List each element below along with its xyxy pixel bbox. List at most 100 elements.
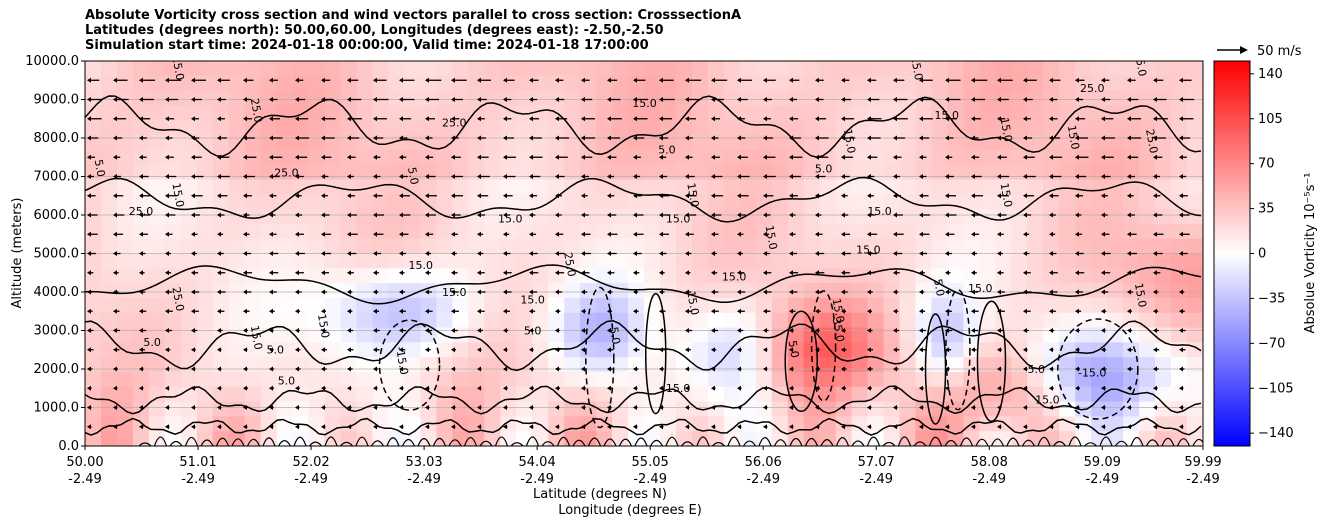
wind-vector-head xyxy=(243,366,247,372)
wind-vector-head xyxy=(399,385,403,391)
field-cell xyxy=(500,238,517,255)
wind-vector-head xyxy=(867,308,871,314)
field-cell xyxy=(1043,431,1060,446)
field-cell xyxy=(691,75,709,92)
field-cell xyxy=(100,90,118,107)
field-cell xyxy=(963,312,980,329)
field-cell xyxy=(404,283,421,299)
wind-vector-head xyxy=(607,231,611,237)
wind-vector-head xyxy=(633,405,637,410)
field-cell xyxy=(899,327,917,343)
field-cell xyxy=(596,312,613,329)
field-cell xyxy=(612,61,629,77)
surface-contour xyxy=(463,436,478,446)
negative-contour xyxy=(585,286,615,429)
field-cell xyxy=(1011,416,1028,432)
field-cell xyxy=(659,194,677,210)
wind-vector-head xyxy=(347,97,351,102)
field-cell xyxy=(148,253,166,269)
field-cell xyxy=(436,431,453,446)
field-cell xyxy=(644,253,661,269)
field-cell xyxy=(755,327,773,343)
field-cell xyxy=(452,179,469,195)
field-cell xyxy=(1043,327,1060,343)
field-cell xyxy=(532,312,549,329)
field-cell xyxy=(292,223,310,240)
x-tick-label-lon: -2.49 xyxy=(972,472,1006,487)
wind-vector-head xyxy=(321,328,325,333)
x-tick-label-lon: -2.49 xyxy=(859,472,893,487)
field-cell xyxy=(564,164,581,181)
field-cell xyxy=(452,416,469,432)
wind-vector-head xyxy=(893,212,897,218)
field-cell xyxy=(164,90,182,107)
wind-vector-head xyxy=(685,212,689,218)
field-cell xyxy=(196,120,214,136)
wind-vector-head xyxy=(529,154,533,160)
field-cell xyxy=(116,209,134,225)
surface-contour xyxy=(1068,436,1082,446)
field-cell xyxy=(196,386,214,403)
field-cell xyxy=(85,357,102,373)
field-cell xyxy=(1027,253,1044,269)
field-cell xyxy=(532,61,549,77)
field-cell xyxy=(1171,342,1188,358)
y-tick-label: 3000.0 xyxy=(34,324,80,339)
wind-vector-head xyxy=(919,289,923,295)
wind-vector-head xyxy=(711,328,715,333)
field-cell xyxy=(212,105,230,121)
field-cell xyxy=(564,268,581,284)
field-cell xyxy=(947,238,965,255)
wind-vector-head xyxy=(841,347,845,353)
contour-line xyxy=(85,417,1202,436)
field-cell xyxy=(532,223,549,240)
field-cell xyxy=(995,179,1012,195)
wind-vector-head xyxy=(1049,77,1053,83)
field-cell xyxy=(1123,209,1140,225)
field-cell xyxy=(1027,238,1044,255)
field-cell xyxy=(180,342,198,358)
wind-vector-head xyxy=(919,174,923,179)
field-cell xyxy=(116,357,134,373)
field-cell xyxy=(436,253,453,269)
field-cell xyxy=(212,120,230,136)
wind-vector-head xyxy=(789,366,793,372)
field-cell xyxy=(132,371,150,388)
field-cell xyxy=(436,268,453,284)
field-cell xyxy=(436,386,453,403)
field-cell xyxy=(468,194,485,210)
field-cell xyxy=(404,253,421,269)
field-cell xyxy=(85,223,102,240)
field-cell xyxy=(436,312,453,329)
y-tick-label: 7000.0 xyxy=(34,170,80,185)
field-cell xyxy=(404,268,421,284)
wind-vector-head xyxy=(633,231,637,237)
field-cell xyxy=(1059,371,1076,388)
wind-vector-head xyxy=(243,289,247,295)
contour-label: 5.0 xyxy=(1028,363,1046,376)
field-cell xyxy=(420,223,437,240)
wind-vector-head xyxy=(1179,154,1183,160)
field-cell xyxy=(85,209,102,225)
wind-vector-head xyxy=(269,308,273,314)
colorbar-tick-label: 0 xyxy=(1258,247,1266,262)
field-cell xyxy=(164,416,182,432)
field-cell xyxy=(132,223,150,240)
wind-vector-head xyxy=(737,251,741,256)
field-cell xyxy=(707,164,725,181)
field-cell xyxy=(947,209,965,225)
field-cell xyxy=(979,253,996,269)
field-cell xyxy=(1027,386,1044,403)
field-cell xyxy=(771,164,789,181)
contour-label: -5.0 xyxy=(606,322,623,345)
surface-contour xyxy=(1053,441,1066,446)
wind-vector-head xyxy=(997,347,1001,353)
field-cell xyxy=(148,327,166,343)
wind-vector-head xyxy=(893,289,897,295)
field-cell xyxy=(1187,105,1203,121)
field-cell xyxy=(356,90,374,107)
field-cell xyxy=(356,342,374,358)
wind-vector-head xyxy=(1101,154,1105,160)
field-cell xyxy=(803,268,821,284)
field-cell xyxy=(420,238,437,255)
